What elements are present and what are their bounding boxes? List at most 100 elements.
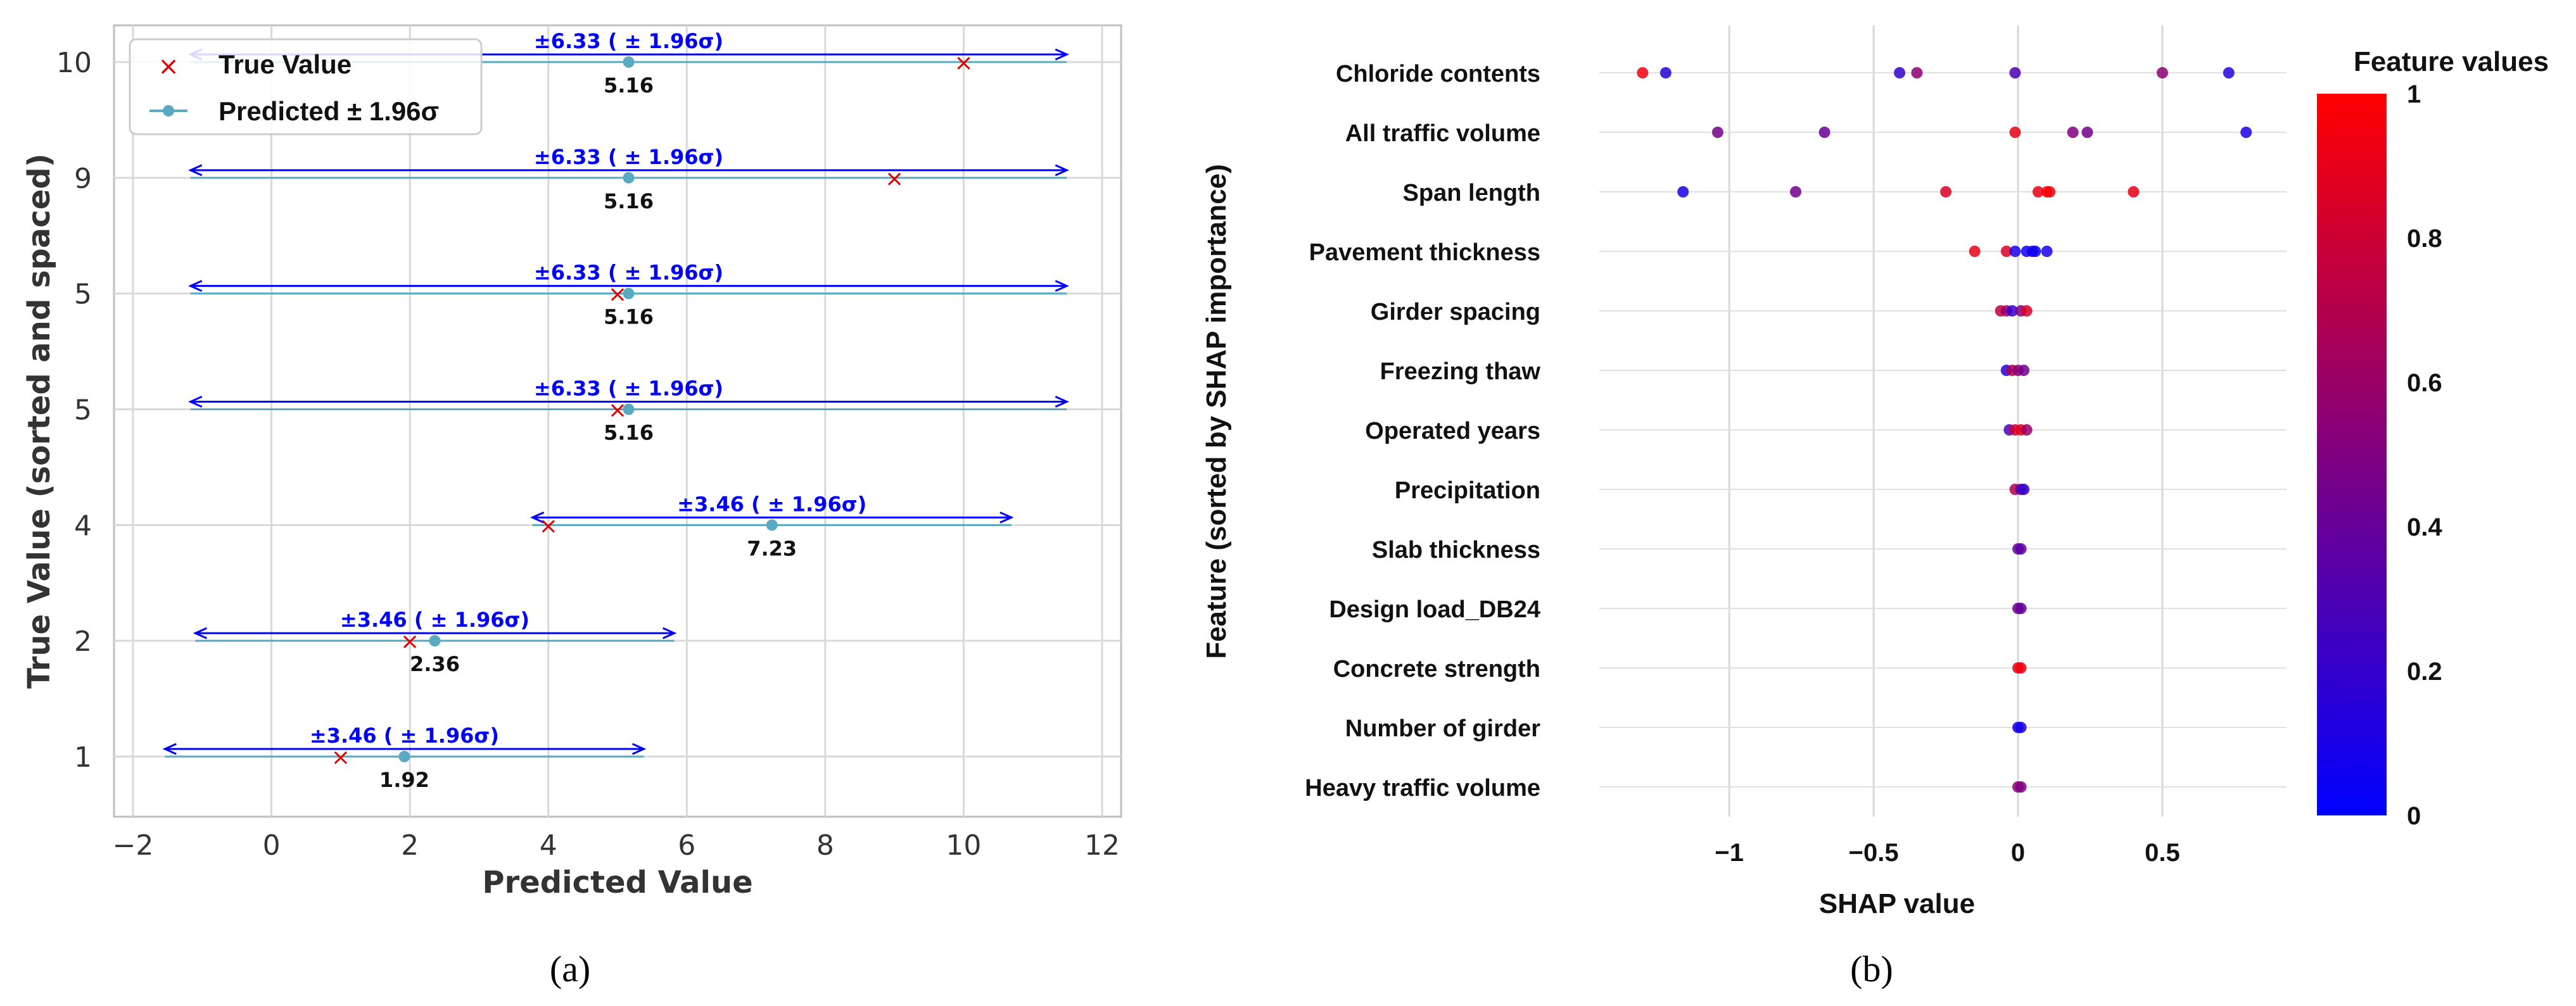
shap-point xyxy=(2015,543,2027,555)
shap-point xyxy=(2223,67,2235,79)
shap-point xyxy=(1659,67,1672,79)
plot-b-xlabel: SHAP value xyxy=(1819,888,1975,919)
feature-label: Chloride contents xyxy=(1336,61,1540,87)
shap-point xyxy=(1894,67,1906,79)
predicted-value-label: 5.16 xyxy=(604,189,654,213)
shap-point xyxy=(1969,246,1981,257)
feature-label: Pavement thickness xyxy=(1309,239,1540,266)
feature-label: All traffic volume xyxy=(1345,120,1540,147)
shap-point xyxy=(1790,186,1801,198)
predicted-point xyxy=(623,403,635,415)
shap-point xyxy=(2021,305,2033,317)
shap-point xyxy=(2006,305,2018,317)
interval-label: ±6.33 ( ± 1.96σ) xyxy=(534,377,723,401)
interval-arrowhead-right xyxy=(1055,396,1069,408)
shap-point xyxy=(2044,186,2056,198)
predicted-point xyxy=(429,635,441,647)
predicted-value-label: 5.16 xyxy=(604,421,654,445)
shap-point xyxy=(2156,67,2168,79)
predicted-point xyxy=(623,287,635,299)
feature-label: Precipitation xyxy=(1395,477,1540,504)
predicted-value-label: 5.16 xyxy=(604,73,654,97)
predicted-point xyxy=(623,172,635,184)
interval-arrowhead-right xyxy=(1055,48,1069,61)
predicted-point xyxy=(766,519,778,531)
y-tick-label: 2 xyxy=(74,626,92,658)
interval-label: ±6.33 ( ± 1.96σ) xyxy=(534,29,723,53)
colorbar-ticks: 0 0.2 0.4 0.6 0.8 1 xyxy=(2407,80,2442,830)
x-tick-label: −0.5 xyxy=(1849,839,1899,867)
plot-b-grid xyxy=(1599,25,2287,817)
legend-box xyxy=(129,38,483,135)
predicted-value-label: 2.36 xyxy=(410,652,460,676)
interval-label: ±3.46 ( ± 1.96σ) xyxy=(340,608,530,632)
feature-label: Slab thickness xyxy=(1372,537,1540,563)
feature-label: Girder spacing xyxy=(1371,299,1540,325)
plot-a-ylabel: True Value (sorted and spaced) xyxy=(22,153,57,688)
x-tick-label: 4 xyxy=(540,829,557,862)
shap-point xyxy=(2067,127,2079,138)
true-value-marker: × xyxy=(608,398,627,424)
y-tick-label: 1 xyxy=(74,741,92,774)
interval-arrowhead-left xyxy=(188,396,203,408)
panel-b: Chloride contents All traffic volume Span … xyxy=(1201,25,2549,990)
x-tick-label: 8 xyxy=(816,829,834,862)
shap-point xyxy=(2018,365,2030,376)
feature-label: Design load_DB24 xyxy=(1329,596,1540,623)
interval-label: ±6.33 ( ± 1.96σ) xyxy=(534,261,723,285)
shap-point xyxy=(2018,484,2030,495)
feature-label: Number of girder xyxy=(1345,715,1540,742)
shap-point xyxy=(1911,67,1923,79)
shap-point xyxy=(2041,246,2053,257)
shap-point xyxy=(2000,246,2012,257)
colorbar-tick-label: 0.6 xyxy=(2407,369,2442,397)
x-tick-label: 10 xyxy=(946,829,981,862)
interval-arrowhead-left xyxy=(162,743,177,755)
shap-point xyxy=(2081,127,2093,138)
y-tick-label: 10 xyxy=(56,47,92,79)
plot-b-ylabel: Feature (sorted by SHAP importance) xyxy=(1201,164,1232,659)
interval-label: ±6.33 ( ± 1.96σ) xyxy=(534,145,723,169)
predicted-value-label: 7.23 xyxy=(747,536,797,560)
x-tick-label: −1 xyxy=(1715,839,1744,867)
predicted-value-label: 5.16 xyxy=(604,305,654,329)
x-tick-label: 0 xyxy=(2011,839,2025,867)
interval-arrowhead-left xyxy=(188,164,203,177)
shap-point xyxy=(2015,603,2027,614)
shap-point xyxy=(2009,246,2021,257)
predicted-point xyxy=(398,751,410,762)
plot-b-x-ticks: −1 −0.5 0 0.5 xyxy=(1715,839,2179,867)
colorbar-tick-label: 1 xyxy=(2407,80,2421,108)
shap-point xyxy=(2015,662,2027,674)
panel-b-caption: (b) xyxy=(1850,948,1893,990)
panel-a: ±3.46 ( ± 1.96σ) ±3.46 ( ± 1.96σ) ±3.46 ( … xyxy=(22,24,1122,990)
legend-pred-label: Predicted ± 1.96σ xyxy=(219,96,439,126)
interval-arrowhead-right xyxy=(631,743,647,755)
shap-point xyxy=(2015,781,2027,793)
shap-point xyxy=(1711,127,1723,138)
y-tick-label: 4 xyxy=(74,510,92,542)
colorbar-tick-label: 0.4 xyxy=(2407,513,2442,541)
plot-a-xlabel: Predicted Value xyxy=(482,865,752,900)
shap-point xyxy=(1677,186,1689,198)
plot-b-points xyxy=(1637,67,2252,793)
legend-true-marker: × xyxy=(158,52,179,81)
interval-arrowhead-left xyxy=(530,511,545,524)
shap-point xyxy=(2032,186,2044,198)
panel-a-caption: (a) xyxy=(550,948,590,990)
true-value-marker: × xyxy=(885,166,904,192)
interval-arrowhead-right xyxy=(1055,280,1069,292)
true-value-marker: × xyxy=(539,513,558,539)
x-tick-label: 6 xyxy=(678,829,695,862)
plot-a-legend: × True Value Predicted ± 1.96σ xyxy=(129,38,483,135)
predicted-point xyxy=(623,56,635,68)
feature-label: Operated years xyxy=(1365,418,1540,444)
plot-b-feature-labels: Chloride contents All traffic volume Span … xyxy=(1305,61,1540,802)
shap-point xyxy=(1940,186,1952,198)
true-value-marker: × xyxy=(400,629,419,655)
interval-label: ±3.46 ( ± 1.96σ) xyxy=(677,492,866,516)
colorbar-tick-label: 0.2 xyxy=(2407,658,2442,686)
plot-a-marks: 1.92×2.36×7.23×5.16×5.16×5.16×5.16× xyxy=(331,50,974,792)
shap-point xyxy=(2240,127,2252,138)
shap-point xyxy=(2009,127,2021,138)
